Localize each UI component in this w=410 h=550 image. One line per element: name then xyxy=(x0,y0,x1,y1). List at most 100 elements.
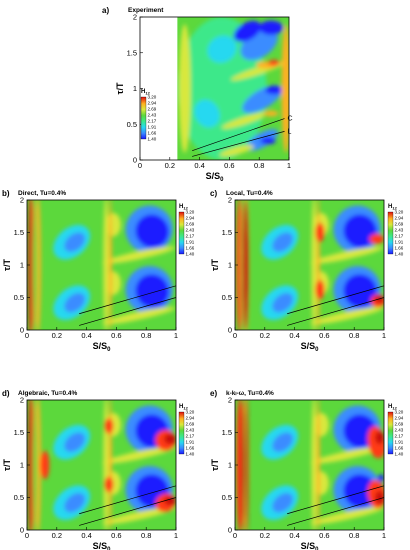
y-tick-label: 1 xyxy=(228,261,232,270)
colorbar-level: 2.43 xyxy=(186,428,195,433)
x-tick-label: 0.8 xyxy=(141,331,151,340)
y-tick-label: 0 xyxy=(20,326,24,335)
panel-title: Experiment xyxy=(128,7,164,14)
x-tick-label: 0.8 xyxy=(349,331,359,340)
y-axis-label: τ/T xyxy=(2,458,12,471)
characteristic-line xyxy=(79,297,177,326)
colorbar-level: 1.66 xyxy=(186,446,195,451)
colorbar-title: H12 xyxy=(388,204,398,211)
contour-region xyxy=(178,24,191,153)
y-tick-label: 1 xyxy=(20,261,24,270)
x-axis-label-main: S/S xyxy=(93,341,108,351)
x-tick-label: 0 xyxy=(25,531,29,540)
colorbar-level: 1.66 xyxy=(395,246,404,251)
y-tick-label: 1.5 xyxy=(14,428,24,437)
panel-label: e) xyxy=(210,389,217,398)
contour-region xyxy=(343,214,377,248)
colorbar-level: 1.91 xyxy=(186,440,195,445)
x-axis-label-main: S/S xyxy=(301,341,316,351)
colorbar-level: 2.69 xyxy=(148,107,157,112)
contour-region xyxy=(102,307,176,325)
colorbar-level: 3.20 xyxy=(395,210,404,215)
x-tick-label: 0.4 xyxy=(81,531,91,540)
colorbar-level: 2.17 xyxy=(186,234,195,239)
contour-region xyxy=(242,200,249,330)
contour-region xyxy=(102,446,176,464)
x-axis-label-sub: 0 xyxy=(315,347,319,353)
contour-region xyxy=(103,200,109,330)
contour-region xyxy=(263,110,279,117)
y-tick-label: 1.5 xyxy=(222,228,232,237)
contour-region xyxy=(310,307,384,325)
heatmap-contours xyxy=(236,400,384,530)
y-tick-label: 0.5 xyxy=(222,293,232,302)
contour-region xyxy=(64,492,86,513)
panel-label: a) xyxy=(102,6,109,15)
y-tick-label: 0.5 xyxy=(14,293,24,302)
line-label: L xyxy=(288,128,292,135)
contour-region xyxy=(32,200,38,330)
contour-region xyxy=(316,200,320,330)
heatmap-field xyxy=(27,400,176,530)
colorbar-title: H12 xyxy=(388,404,398,411)
x-axis-label: S/S0 xyxy=(93,541,112,550)
colorbar-level: 2.43 xyxy=(395,228,404,233)
colorbar-level: 1.66 xyxy=(186,246,195,251)
colorbar-level: 2.43 xyxy=(148,113,157,118)
contour-region xyxy=(104,476,114,493)
contour-region xyxy=(108,200,112,330)
characteristic-line xyxy=(79,285,177,315)
y-tick-label: 0 xyxy=(133,156,137,165)
colorbar-title-sub: 12 xyxy=(183,206,188,211)
contour-region xyxy=(316,400,320,530)
x-tick-label: 0.6 xyxy=(111,331,121,340)
colorbar-title-main: H xyxy=(141,89,145,95)
colorbar xyxy=(140,96,147,140)
colorbar-level: 2.69 xyxy=(186,222,195,227)
x-tick-label: 0.8 xyxy=(141,531,151,540)
contour-region xyxy=(135,274,169,308)
contour-region xyxy=(311,200,317,330)
heatmap-contours xyxy=(177,17,289,160)
colorbar-level: 3.20 xyxy=(186,210,195,215)
contour-region xyxy=(240,400,245,530)
colorbar-level: 1.40 xyxy=(148,137,157,142)
colorbar-title: H12 xyxy=(179,404,189,411)
characteristic-line xyxy=(287,285,385,315)
x-tick-label: 0 xyxy=(233,531,237,540)
colorbar-level: 2.17 xyxy=(395,234,404,239)
contour-region xyxy=(259,20,284,35)
contour-region xyxy=(103,400,109,530)
contour-region xyxy=(310,246,384,264)
characteristic-line xyxy=(287,497,385,526)
contour-region xyxy=(375,431,384,445)
contour-region xyxy=(245,400,249,530)
contour-region xyxy=(343,274,377,308)
colorbar-level: 1.66 xyxy=(395,446,404,451)
characteristic-line xyxy=(287,297,385,326)
colorbar-level: 1.40 xyxy=(186,452,195,457)
contour-region xyxy=(311,400,317,530)
x-axis-label-main: S/S xyxy=(301,541,316,550)
contour-region xyxy=(272,232,294,252)
x-tick-label: 0.2 xyxy=(260,531,270,540)
colorbar-level: 3.20 xyxy=(186,410,195,415)
y-tick-label: 0 xyxy=(228,326,232,335)
contour-region xyxy=(315,222,325,243)
colorbar-level: 1.91 xyxy=(395,240,404,245)
y-tick-label: 0.5 xyxy=(222,493,232,502)
x-tick-label: 1 xyxy=(174,331,178,340)
colorbar-level: 2.17 xyxy=(395,434,404,439)
x-tick-label: 0.8 xyxy=(349,531,359,540)
contour-region xyxy=(272,492,294,513)
x-tick-label: 0.2 xyxy=(260,331,270,340)
y-tick-label: 0 xyxy=(20,526,24,535)
colorbar-level: 1.40 xyxy=(186,252,195,257)
colorbar-level: 2.17 xyxy=(186,434,195,439)
panel-label: b) xyxy=(2,189,10,198)
x-tick-label: 1 xyxy=(382,331,386,340)
contour-region xyxy=(108,400,112,530)
heatmap-contours xyxy=(28,200,176,330)
contour-region xyxy=(233,20,261,42)
colorbar-title-sub: 12 xyxy=(183,406,188,411)
